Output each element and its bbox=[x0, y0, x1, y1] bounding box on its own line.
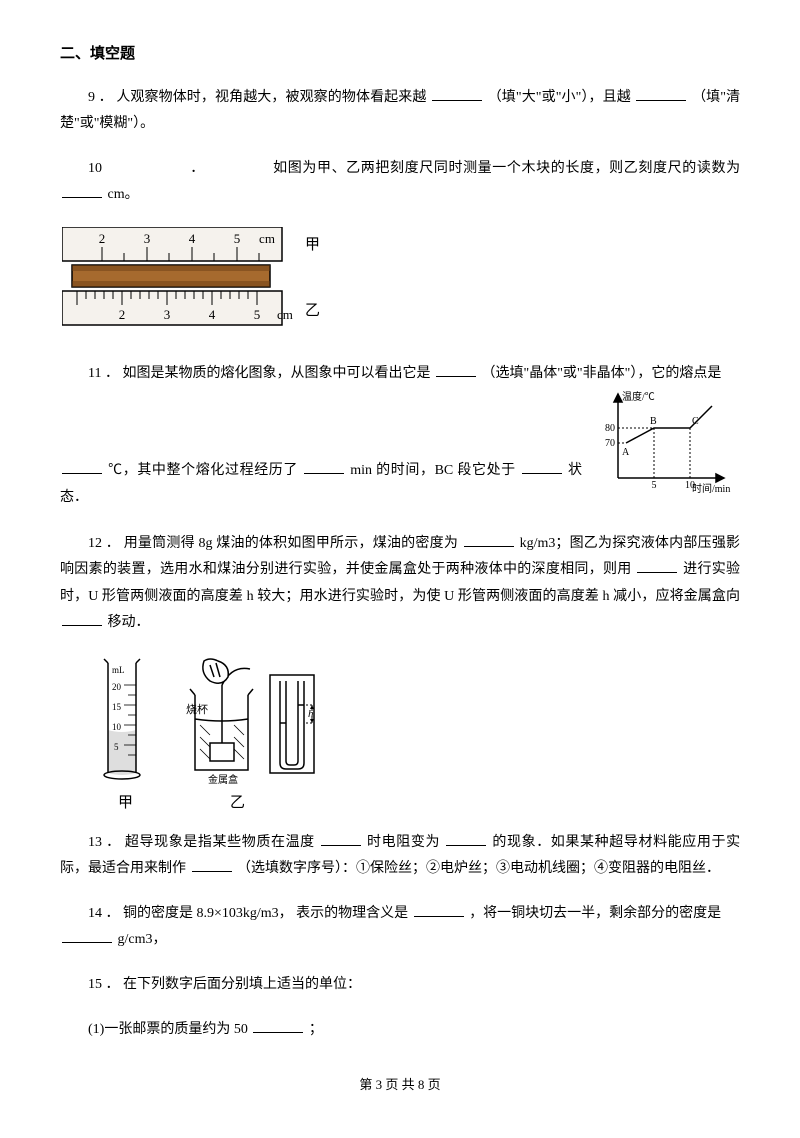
melt-B: B bbox=[650, 416, 657, 427]
melt-A: A bbox=[622, 447, 630, 458]
ruler-svg: 2 3 4 5 cm 甲 bbox=[62, 227, 332, 337]
question-14: 14 ． 铜的密度是 8.9×103kg/m3， 表示的物理含义是 ，将一铜块切… bbox=[60, 901, 740, 954]
q11-blank-3[interactable] bbox=[304, 459, 344, 474]
ruler-bot-3: 3 bbox=[164, 307, 171, 322]
q10-text: 如图为甲、乙两把刻度尺同时测量一个木块的长度，则乙刻度尺的读数为 bbox=[273, 161, 740, 176]
q11-text-a: 如图是某物质的熔化图象，从图象中可以看出它是 bbox=[122, 366, 430, 381]
page-footer: 第 3 页 共 8 页 bbox=[60, 1073, 740, 1118]
question-11: 11 ． 如图是某物质的熔化图象，从图象中可以看出它是 （选填"晶体"或"非晶体… bbox=[60, 361, 740, 512]
q13-blank-2[interactable] bbox=[446, 831, 486, 846]
melt-chart: 温度/℃ 时间/min 80 70 5 10 A bbox=[592, 388, 732, 509]
ruler-top-3: 3 bbox=[144, 231, 151, 246]
question-12: 12 ． 用量筒测得 8g 煤油的体积如图甲所示，煤油的密度为 kg/m3；图乙… bbox=[60, 531, 740, 637]
q11-blank-4[interactable] bbox=[522, 459, 562, 474]
q15-blank-1[interactable] bbox=[253, 1018, 303, 1033]
page-container: 二、填空题 9 ． 人观察物体时，视角越大，被观察的物体看起来越 （填"大"或"… bbox=[0, 0, 800, 1138]
q11-text-c: min 的时间，BC 段它处于 bbox=[350, 463, 516, 478]
ruler-label-bottom: 乙 bbox=[305, 303, 320, 319]
q12-text-c: 移动． bbox=[108, 615, 150, 630]
q9-blank-1[interactable] bbox=[432, 86, 482, 101]
q15-sub1: (1)一张邮票的质量约为 50 bbox=[88, 1022, 248, 1037]
q12-blank-1[interactable] bbox=[464, 532, 514, 547]
ruler-top-5: 5 bbox=[234, 231, 241, 246]
melt-ylabel: 温度/℃ bbox=[622, 390, 655, 403]
melt-y80: 80 bbox=[605, 423, 615, 434]
q14-text-a: 铜的密度是 8.9×103kg/m3， 表示的物理含义是 bbox=[123, 906, 408, 921]
question-15: 15 ． 在下列数字后面分别填上适当的单位： bbox=[60, 972, 740, 999]
question-15-sub1: (1)一张邮票的质量约为 50 ； bbox=[60, 1017, 740, 1044]
cyl-15: 15 bbox=[112, 702, 122, 712]
ruler-top-2: 2 bbox=[99, 231, 106, 246]
ruler-figure: 2 3 4 5 cm 甲 bbox=[62, 227, 332, 348]
cyl-10: 10 bbox=[112, 722, 122, 732]
q11-hint-a: （选填"晶体"或"非晶体"），它的熔点是 bbox=[481, 366, 721, 381]
q15-num: 15 ． bbox=[88, 977, 120, 992]
q13-blank-3[interactable] bbox=[192, 857, 232, 872]
q14-blank-1[interactable] bbox=[414, 902, 464, 917]
q14-num: 14 ． bbox=[88, 906, 120, 921]
beaker-label: 烧杯 bbox=[186, 702, 208, 716]
ruler-top-4: 4 bbox=[189, 231, 196, 246]
q9-text-a: 人观察物体时，视角越大，被观察的物体看起来越 bbox=[116, 90, 426, 105]
melt-x10: 10 bbox=[685, 480, 695, 491]
q14-blank-2[interactable] bbox=[62, 928, 112, 943]
melt-y70: 70 bbox=[605, 438, 615, 449]
q14-text-b: ，将一铜块切去一半，剩余部分的密度是 bbox=[469, 906, 721, 921]
section-title: 二、填空题 bbox=[60, 40, 740, 69]
melt-xlabel: 时间/min bbox=[692, 482, 730, 495]
q13-num: 13 ． bbox=[88, 835, 121, 850]
question-9: 9 ． 人观察物体时，视角越大，被观察的物体看起来越 （填"大"或"小"），且越… bbox=[60, 85, 740, 138]
melt-svg: 温度/℃ 时间/min 80 70 5 10 A bbox=[592, 388, 732, 498]
q12-text-a: 用量筒测得 8g 煤油的体积如图甲所示，煤油的密度为 bbox=[124, 536, 458, 551]
q9-num: 9 ． bbox=[88, 90, 113, 105]
ruler-bot-5: 5 bbox=[254, 307, 261, 322]
q9-blank-2[interactable] bbox=[636, 86, 686, 101]
cap-left: 甲 bbox=[118, 795, 133, 811]
melt-x5: 5 bbox=[652, 480, 657, 491]
q10-num: 10 bbox=[88, 161, 102, 176]
q10-blank[interactable] bbox=[62, 183, 102, 198]
q12-blank-2[interactable] bbox=[637, 558, 677, 573]
q13-blank-1[interactable] bbox=[321, 831, 361, 846]
ruler-label-top: 甲 bbox=[305, 237, 320, 253]
question-13: 13 ． 超导现象是指某些物质在温度 时电阻变为 的现象．如果某种超导材料能应用… bbox=[60, 830, 740, 883]
q11-num: 11 ． bbox=[88, 366, 119, 381]
q13-hint: （选填数字序号）：①保险丝；②电炉丝；③电动机线圈；④变阻器的电阻丝． bbox=[237, 861, 720, 876]
q9-hint-a: （填"大"或"小"），且越 bbox=[488, 90, 631, 105]
q13-text-b: 时电阻变为 bbox=[367, 835, 440, 850]
q12-blank-3[interactable] bbox=[62, 611, 102, 626]
q11-text-b: ℃，其中整个熔化过程经历了 bbox=[108, 463, 298, 478]
q11-blank-2[interactable] bbox=[62, 459, 102, 474]
cap-right: 乙 bbox=[230, 795, 245, 811]
q13-text-a: 超导现象是指某些物质在温度 bbox=[125, 835, 315, 850]
h-label: h bbox=[308, 708, 314, 720]
question-10: 10 ． 如图为甲、乙两把刻度尺同时测量一个木块的长度，则乙刻度尺的读数为 cm… bbox=[60, 156, 740, 209]
ruler-bot-4: 4 bbox=[209, 307, 216, 322]
q10-unit: cm。 bbox=[108, 187, 139, 202]
cyl-20: 20 bbox=[112, 682, 122, 692]
cyl-ml: mL bbox=[112, 665, 125, 675]
q12-num: 12 ． bbox=[88, 536, 120, 551]
q15-sub1-end: ； bbox=[309, 1022, 323, 1037]
melt-C: C bbox=[692, 416, 699, 427]
box-label: 金属盒 bbox=[208, 773, 238, 786]
ruler-top-unit: cm bbox=[259, 231, 275, 246]
ruler-bot-2: 2 bbox=[119, 307, 126, 322]
q15-text: 在下列数字后面分别填上适当的单位： bbox=[123, 977, 361, 992]
density-figure: mL 20 15 10 5 bbox=[100, 655, 740, 826]
q14-unit: g/cm3， bbox=[118, 932, 167, 947]
ruler-bot-unit: cm bbox=[277, 307, 293, 322]
density-svg: mL 20 15 10 5 bbox=[100, 655, 330, 815]
q10-dot: ． bbox=[190, 161, 205, 176]
q11-blank-1[interactable] bbox=[436, 362, 476, 377]
